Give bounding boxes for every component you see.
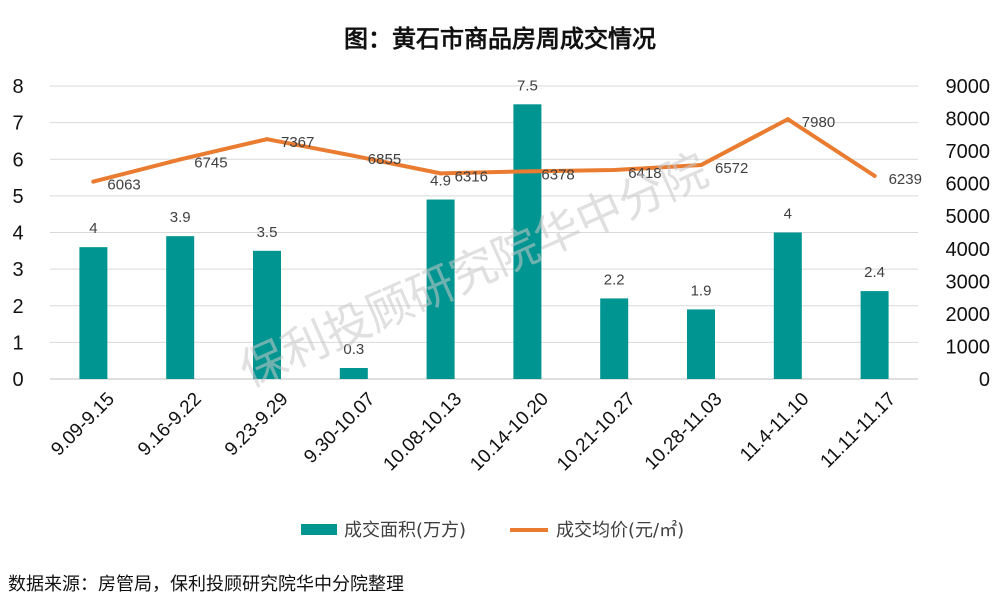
line-point — [178, 157, 183, 162]
y-right-tick-label: 6000 — [946, 174, 991, 196]
y-left-tick-label: 0 — [12, 369, 23, 391]
x-tick-label: 9.30-10.07 — [300, 389, 379, 468]
line-data-label: 7367 — [281, 134, 314, 151]
bar-series: 4 3.9 3.5 0.3 4.9 7.5 2.2 1.9 4 2.4 — [79, 77, 889, 379]
line-data-label: 6855 — [368, 151, 401, 168]
grid-lines — [50, 85, 918, 380]
legend-label-bar: 成交面积(万方) — [344, 520, 466, 541]
line-data-label: 6316 — [455, 168, 488, 185]
legend-label-line: 成交均价(元/㎡) — [556, 519, 684, 541]
line-data-label: 7980 — [802, 114, 835, 131]
bar — [426, 199, 455, 379]
bar — [339, 368, 368, 379]
bar-data-label: 1.9 — [691, 282, 712, 299]
line-point — [612, 168, 617, 173]
price-line — [91, 117, 877, 184]
x-tick-label: 10.14-10.20 — [466, 389, 553, 476]
y-right-tick-label: 1000 — [946, 336, 991, 358]
line-point — [351, 153, 356, 158]
x-tick-label: 10.21-10.27 — [553, 389, 640, 476]
line-data-label: 6378 — [541, 166, 574, 183]
bar-data-label: 7.5 — [517, 77, 538, 94]
y-right-tick-label: 4000 — [946, 239, 991, 261]
x-tick-label: 11.4-11.10 — [736, 389, 813, 466]
bar-data-label: 2.2 — [604, 271, 625, 288]
bar-data-label: 3.5 — [257, 224, 278, 241]
legend: 成交面积(万方) 成交均价(元/㎡) — [301, 519, 684, 541]
bar — [773, 232, 802, 379]
x-tick-label: 9.16-9.22 — [134, 389, 206, 461]
line-point — [872, 173, 877, 178]
bar-data-label: 4.9 — [430, 173, 451, 190]
y-left-tick-label: 5 — [12, 186, 23, 208]
legend-swatch-bar — [301, 524, 337, 535]
x-tick-label: 10.28-11.03 — [641, 389, 727, 475]
line-point — [699, 163, 703, 168]
y-right-tick-label: 0 — [979, 369, 990, 391]
x-tick-label: 10.08-10.13 — [380, 389, 467, 476]
line-point — [265, 137, 269, 142]
line-point — [525, 169, 530, 174]
y-left-tick-label: 6 — [12, 149, 23, 171]
bar — [79, 247, 108, 379]
y-right-tick-label: 7000 — [946, 141, 991, 163]
y-right-tick-label: 8000 — [946, 109, 991, 131]
y-axis-right: 0 1000 2000 3000 4000 5000 6000 7000 8000 9000 — [946, 76, 991, 391]
line-data-label: 6745 — [194, 154, 227, 171]
bar — [860, 291, 889, 379]
bar-data-label: 4 — [89, 220, 97, 237]
bar — [253, 250, 281, 379]
bar-data-label: 3.9 — [170, 209, 191, 226]
y-right-tick-label: 9000 — [946, 76, 991, 98]
line-data-label: 6063 — [107, 177, 140, 194]
bar — [687, 309, 715, 379]
x-axis: 9.09-9.15 9.16-9.22 9.23-9.29 9.30-10.07 10.… — [47, 389, 900, 476]
x-tick-label: 9.09-9.15 — [47, 389, 119, 461]
bar-data-label: 2.4 — [864, 264, 885, 281]
line-data-label: 6418 — [628, 165, 661, 182]
y-left-tick-label: 1 — [12, 332, 23, 354]
bar — [166, 236, 195, 379]
y-axis-left: 0 1 2 3 4 5 6 7 8 — [12, 76, 23, 391]
x-tick-label: 9.23-9.29 — [221, 389, 293, 461]
source-note: 数据来源：房管局，保利投顾研究院华中分院整理 — [8, 574, 404, 595]
x-tick-label: 11.11-11.17 — [817, 389, 901, 473]
chart-title: 图：黄石市商品房周成交情况 — [344, 25, 656, 53]
y-left-tick-label: 3 — [12, 259, 23, 281]
y-left-tick-label: 8 — [12, 76, 23, 98]
y-left-tick-label: 4 — [12, 223, 23, 245]
bar-data-label: 4 — [784, 206, 792, 223]
y-right-tick-label: 2000 — [946, 304, 991, 326]
line-point — [438, 171, 443, 176]
line-data-label: 6572 — [715, 160, 748, 177]
bar-data-label: 0.3 — [343, 341, 364, 358]
bar — [513, 104, 542, 379]
line-point — [91, 179, 96, 184]
y-left-tick-label: 7 — [12, 113, 23, 135]
line-point — [785, 117, 790, 122]
line-series: 6063 6745 7367 6855 6316 6378 6418 6572 7980 6239 — [91, 114, 922, 194]
y-right-tick-label: 5000 — [946, 206, 991, 228]
bar — [600, 298, 629, 379]
y-right-tick-label: 3000 — [946, 271, 991, 293]
line-data-label: 6239 — [889, 171, 922, 188]
y-left-tick-label: 2 — [12, 296, 23, 318]
